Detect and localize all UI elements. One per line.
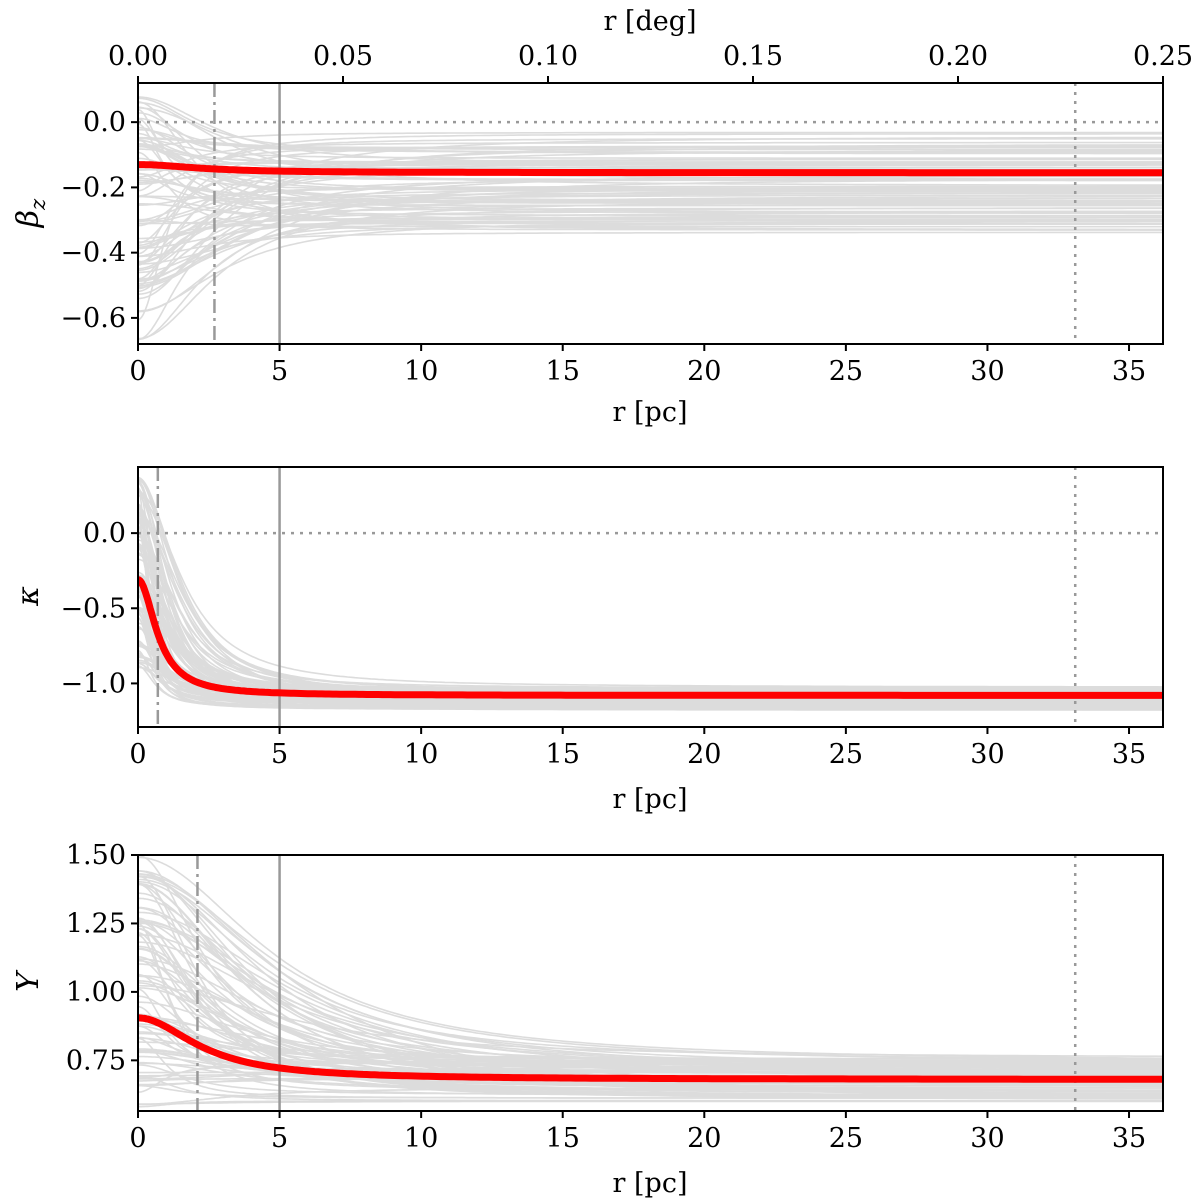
upsilon-x-label: r [pc]: [613, 1168, 688, 1199]
panel-kappa: 0 5 10 15 20 25 30 35 0.0 −0.5 −1.0 κ r [pc]: [11, 466, 1164, 815]
kappa-ensemble-curve: [138, 491, 1163, 688]
beta-reference-lines: [138, 83, 1163, 344]
upsilon-y-tick-label: 0.75: [66, 1045, 126, 1076]
kappa-ensemble-curve: [138, 505, 1163, 711]
kappa-plot-frame: [137, 466, 1164, 728]
beta-y-tick-label: −0.6: [60, 303, 126, 334]
top-axis-tick-label: 0.05: [313, 41, 373, 72]
kappa-ensemble-curve: [138, 662, 1163, 703]
kappa-median-curve: [138, 576, 1163, 699]
beta-y-tick-label: 0.0: [83, 107, 126, 138]
beta-x-tick-label: 10: [404, 356, 438, 387]
beta-ensemble-curve: [138, 136, 1163, 151]
kappa-x-label: r [pc]: [613, 784, 688, 815]
beta-median-curve: [138, 161, 1163, 177]
beta-y-tick-label: −0.2: [60, 172, 126, 203]
beta-x-tick-label: 0: [129, 356, 146, 387]
beta-ensemble-curve: [138, 207, 1163, 250]
kappa-x-tick-label: 10: [404, 739, 438, 770]
beta-ensemble-curve: [138, 133, 1163, 255]
kappa-y-label: κ: [11, 586, 46, 607]
kappa-x-tick-label: 15: [546, 739, 580, 770]
beta-ensemble-curve: [138, 174, 1163, 281]
kappa-y-tick-label: 0.0: [83, 518, 126, 549]
beta-ensemble-curve: [138, 192, 1163, 243]
kappa-x-tick-label: 0: [129, 739, 146, 770]
beta-x-tick-label: 30: [970, 356, 1004, 387]
upsilon-y-tick-label: 1.00: [66, 977, 126, 1008]
upsilon-x-tick-label: 5: [271, 1123, 288, 1154]
upsilon-x-tick-label: 15: [546, 1123, 580, 1154]
beta-ensemble-curve: [138, 123, 1163, 207]
kappa-x-tick-label: 20: [687, 739, 721, 770]
beta-x-tick-label: 35: [1112, 356, 1146, 387]
upsilon-median-layer: [138, 1014, 1163, 1083]
upsilon-y-tick-label: 1.50: [66, 840, 126, 871]
beta-x-tick-label: 25: [829, 356, 863, 387]
kappa-y-tick-label: −1.0: [60, 668, 126, 699]
top-axis-label: r [deg]: [603, 6, 696, 37]
kappa-x-tick-label: 30: [970, 739, 1004, 770]
beta-ensemble-curve: [138, 231, 1163, 258]
upsilon-x-tick-label: 20: [687, 1123, 721, 1154]
upsilon-y-tick-label: 1.25: [66, 908, 126, 939]
upsilon-axes: 0 5 10 15 20 25 30 35 1.50 1.25 1.00 0.75: [66, 840, 1164, 1154]
top-axis-tick-label: 0.00: [108, 41, 168, 72]
upsilon-x-tick-label: 10: [404, 1123, 438, 1154]
kappa-x-tick-label: 35: [1112, 739, 1146, 770]
panel-beta: 0 5 10 15 20 25 30 350.0−0.2−0.4−0.6 βz r [pc]: [11, 82, 1164, 428]
top-axis-tick-label: 0.25: [1133, 41, 1193, 72]
beta-x-tick-label: 15: [546, 356, 580, 387]
panel-upsilon: 0 5 10 15 20 25 30 35 1.50 1.25 1.00 0.75 Υ r [pc]: [11, 840, 1164, 1199]
upsilon-x-tick-label: 30: [970, 1123, 1004, 1154]
upsilon-plot-frame: [137, 854, 1164, 1112]
kappa-ensemble-curve: [138, 504, 1163, 706]
beta-ensemble-curve: [138, 185, 1163, 221]
top-axis-tick-label: 0.10: [518, 41, 578, 72]
beta-plot-frame: [137, 82, 1164, 345]
upsilon-ensemble-curve: [138, 1025, 1163, 1073]
kappa-y-tick-label: −0.5: [60, 593, 126, 624]
beta-y-label-subscript: z: [26, 198, 50, 211]
kappa-x-tick-label: 5: [271, 739, 288, 770]
beta-x-label: r [pc]: [613, 397, 688, 428]
kappa-reference-lines: [138, 467, 1163, 727]
upsilon-y-label: Υ: [11, 969, 46, 992]
beta-x-tick-label: 5: [271, 356, 288, 387]
upsilon-x-tick-label: 0: [129, 1123, 146, 1154]
kappa-axes: 0 5 10 15 20 25 30 35 0.0 −0.5 −1.0: [60, 466, 1164, 770]
upsilon-x-tick-label: 35: [1112, 1123, 1146, 1154]
top-axis-ticks: 0.00 0.05 0.10 0.15 0.20 0.25: [108, 41, 1193, 83]
beta-ensemble-curve: [138, 117, 1163, 153]
upsilon-x-tick-label: 25: [829, 1123, 863, 1154]
beta-ensemble-curve: [138, 197, 1163, 282]
beta-ensemble-curve: [138, 185, 1163, 288]
beta-y-tick-label: −0.4: [60, 238, 126, 269]
beta-x-tick-label: 20: [687, 356, 721, 387]
beta-ensemble-lines: [138, 96, 1163, 341]
top-axis-tick-label: 0.15: [723, 41, 783, 72]
beta-ensemble-curve: [138, 188, 1163, 257]
beta-ensemble-curve: [138, 218, 1163, 225]
beta-median-layer: [138, 161, 1163, 177]
kappa-ensemble-curve: [138, 662, 1163, 704]
upsilon-ensemble-curve: [138, 876, 1163, 1062]
top-axis-tick-label: 0.20: [928, 41, 988, 72]
kappa-x-tick-label: 25: [829, 739, 863, 770]
upsilon-median-curve: [138, 1014, 1163, 1083]
beta-ensemble-curve: [138, 216, 1163, 287]
beta-ensemble-curve: [138, 203, 1163, 225]
beta-ensemble-curve: [138, 218, 1163, 228]
beta-ensemble-curve: [138, 146, 1163, 263]
kappa-ensemble-curve: [138, 511, 1163, 709]
beta-axes: 0 5 10 15 20 25 30 35 0.0 −0.2 −0.4 −0.6: [60, 82, 1164, 387]
kappa-median-layer: [138, 576, 1163, 699]
